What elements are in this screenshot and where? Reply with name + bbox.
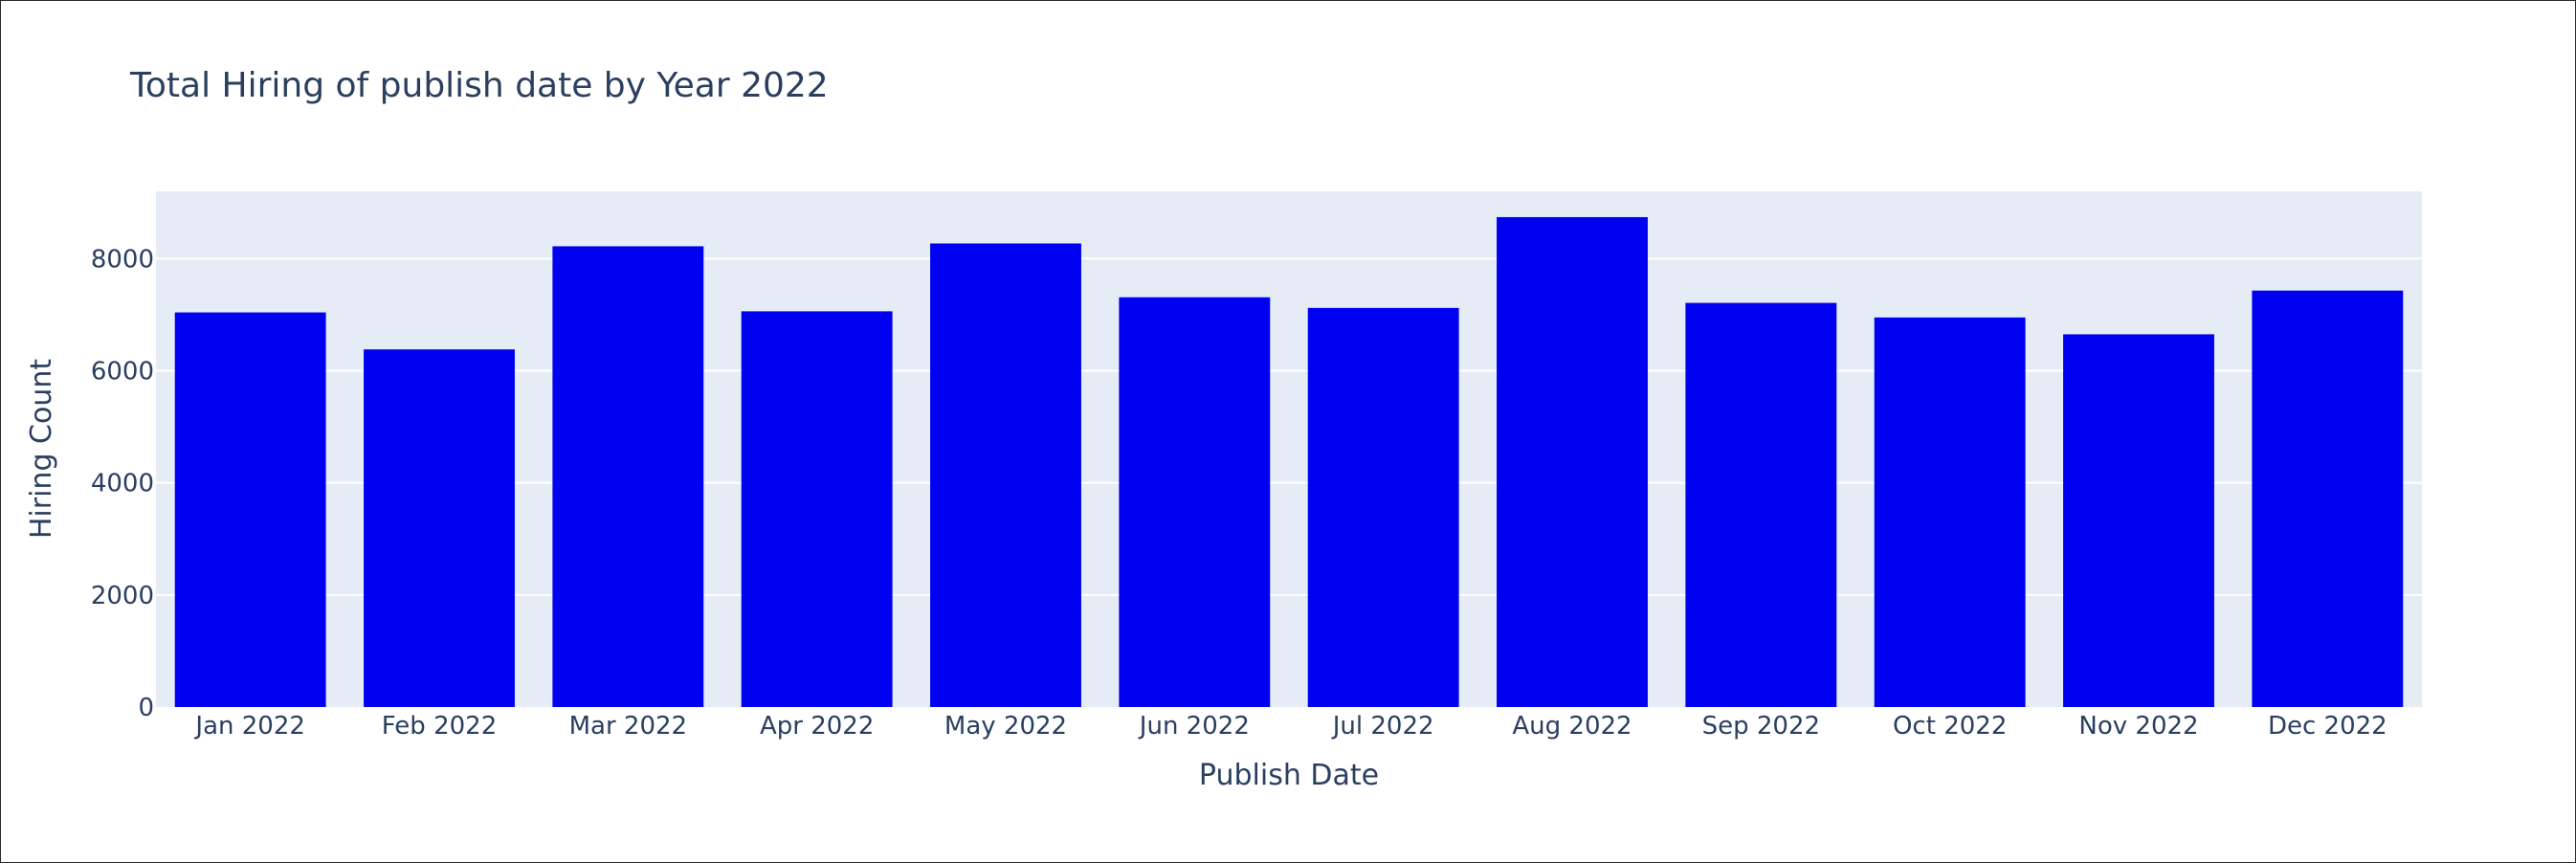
bar[interactable]	[1685, 302, 1837, 707]
x-tick-label: May 2022	[944, 712, 1067, 741]
y-tick-label: 8000	[91, 245, 154, 274]
y-axis-title: Hiring Count	[25, 359, 58, 539]
x-tick-label: Sep 2022	[1702, 712, 1820, 741]
x-tick-label: Oct 2022	[1893, 712, 2007, 741]
y-axis-ticks: 0 2000 4000 6000 8000	[91, 245, 154, 722]
bar[interactable]	[741, 311, 893, 707]
bar[interactable]	[1119, 297, 1271, 707]
x-tick-label: Aug 2022	[1512, 712, 1632, 741]
bar[interactable]	[364, 349, 515, 707]
y-tick-label: 4000	[91, 470, 154, 498]
plot-background	[156, 191, 2422, 707]
x-tick-label: Apr 2022	[760, 712, 874, 741]
y-tick-label: 0	[138, 694, 154, 722]
bars	[174, 216, 2404, 707]
bar[interactable]	[552, 246, 704, 707]
bar[interactable]	[1307, 307, 1459, 707]
y-tick-label: 2000	[91, 582, 154, 610]
bar[interactable]	[1497, 216, 1648, 707]
y-tick-label: 6000	[91, 357, 154, 386]
bar[interactable]	[2252, 290, 2404, 707]
x-axis-title: Publish Date	[1199, 759, 1379, 792]
bar[interactable]	[174, 312, 326, 707]
x-tick-label: Feb 2022	[382, 712, 497, 741]
bar[interactable]	[2063, 334, 2214, 707]
bar[interactable]	[930, 243, 1081, 707]
x-tick-label: Dec 2022	[2268, 712, 2387, 741]
bar[interactable]	[1874, 317, 2026, 707]
x-axis-ticks: Jan 2022 Feb 2022 Mar 2022 Apr 2022 May 2022…	[193, 712, 2387, 741]
gridlines	[156, 257, 2422, 596]
x-tick-label: Nov 2022	[2078, 712, 2198, 741]
x-tick-label: Jan 2022	[193, 712, 305, 741]
x-tick-label: Jun 2022	[1138, 712, 1250, 741]
x-tick-label: Mar 2022	[569, 712, 688, 741]
chart-title: Total Hiring of publish date by Year 202…	[129, 66, 829, 105]
x-tick-label: Jul 2022	[1331, 712, 1434, 741]
